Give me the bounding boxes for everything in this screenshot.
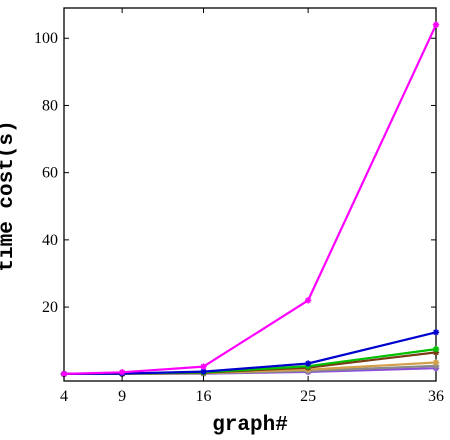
data-point: [118, 369, 126, 376]
data-point: [60, 370, 68, 378]
ticks-layer: 4 9 16 25 36 20 40 60 80 100: [34, 8, 444, 405]
plot-area-frame: [63, 7, 437, 382]
data-point: [304, 360, 312, 367]
data-point: [432, 329, 440, 336]
x-axis-title: graph#: [212, 414, 288, 437]
series-0: [60, 21, 440, 378]
data-point: [432, 21, 440, 29]
x-tick-label: 16: [196, 388, 212, 405]
data-point: [304, 297, 312, 304]
data-point: [432, 359, 440, 366]
x-tick-label: 36: [428, 388, 444, 405]
y-axis-title: time cost(s): [0, 120, 19, 271]
y-tick-label: 60: [42, 165, 58, 182]
y-tick-label: 100: [34, 30, 58, 47]
series-layer: [60, 21, 440, 378]
data-point: [432, 345, 440, 353]
y-tick-label: 20: [42, 299, 58, 316]
x-tick-label: 25: [300, 388, 316, 405]
data-point: [200, 363, 207, 370]
x-tick-label: 9: [118, 388, 126, 405]
y-tick-label: 40: [42, 232, 58, 249]
x-tick-label: 4: [60, 388, 68, 405]
y-tick-label: 80: [42, 97, 58, 114]
